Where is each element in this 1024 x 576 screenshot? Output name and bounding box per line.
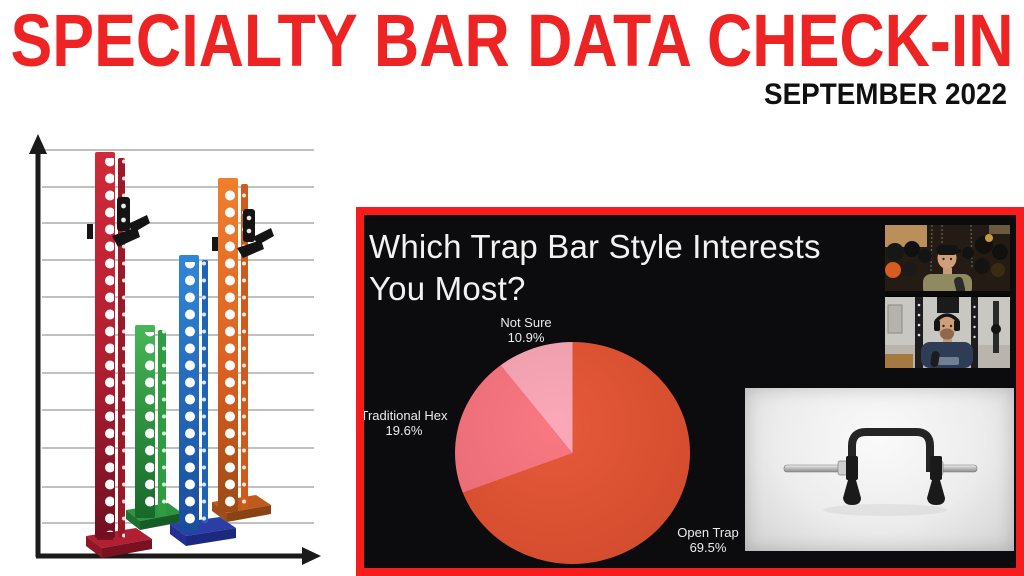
pie-label-not-sure-pct: 10.9% [507,330,545,345]
y-axis-arrow-icon [29,134,47,154]
pie-label-traditional-hex-name: Traditional Hex [360,408,448,423]
pie-label-open-trap: Open Trap 69.5% [677,525,738,555]
header: SPECIALTY BAR DATA CHECK-IN SEPTEMBER 20… [11,0,1014,111]
microphone-icon [954,276,966,294]
bar-green-upright [126,325,182,530]
pie-label-not-sure-name: Not Sure [500,315,552,330]
pie-label-traditional-hex: Traditional Hex 19.6% [360,408,448,438]
microphone-icon [930,351,940,367]
pie-label-traditional-hex-pct: 19.6% [385,423,423,438]
pie-label-open-trap-pct: 69.5% [689,540,727,555]
headphones-icon [934,313,960,323]
pie-chart [455,342,690,564]
poll-question-line2: You Most? [369,270,526,307]
webcam-panel [885,225,1010,368]
open-trap-bar-icon [783,428,978,516]
poll-panel: Which Trap Bar Style Interests You Most?… [356,207,1024,576]
bar-orange-upright [212,178,271,522]
x-axis-arrow-icon [302,547,321,565]
pie-label-open-trap-name: Open Trap [677,525,739,540]
poll-question: Which Trap Bar Style Interests You Most? [369,226,839,310]
x-axis [36,547,321,565]
rack-uprights [915,297,1001,368]
y-axis [29,134,47,557]
webcam-bottom [885,297,1010,368]
page-title: SPECIALTY BAR DATA CHECK-IN [11,0,1014,82]
j-cup-red-icon [87,197,150,247]
trap-bar-photo [745,388,1014,551]
bar-blue-upright [170,255,236,546]
pie-label-not-sure: Not Sure 10.9% [500,315,551,345]
webcam-top [885,225,1010,296]
gridlines [42,149,314,524]
backwards-cap-icon [936,245,958,255]
rack-bar-chart-illustration [29,134,321,565]
poll-question-line1: Which Trap Bar Style Interests [369,228,821,265]
page-subtitle: SEPTEMBER 2022 [764,78,1007,111]
j-cup-orange-icon [212,209,274,258]
bar-red-upright [86,152,152,558]
